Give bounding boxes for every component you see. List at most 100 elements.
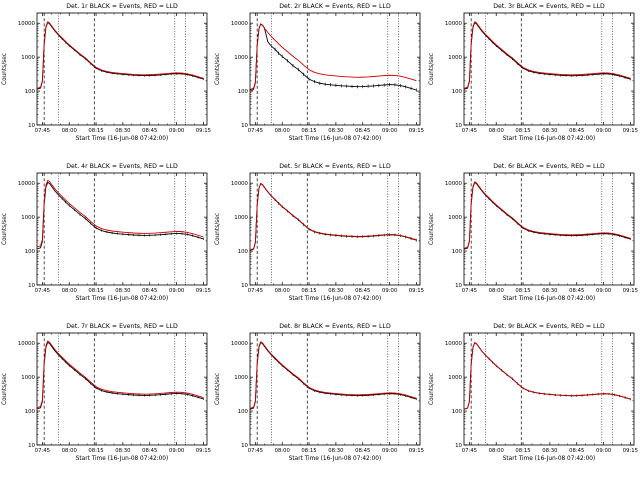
- x-tick-label: 08:45: [142, 128, 157, 134]
- x-tick-label: 08:00: [275, 288, 291, 294]
- x-tick-label: 07:45: [248, 128, 263, 134]
- x-tick-label: 08:45: [355, 128, 370, 134]
- y-tick-label: 10: [455, 123, 462, 129]
- lld-series-line: [250, 341, 417, 409]
- y-tick-label: 1000: [235, 215, 249, 221]
- x-axis-label: Start Time (16-Jun-08 07:42:00): [76, 296, 169, 302]
- y-tick-label: 10000: [18, 21, 36, 27]
- x-tick-label: 07:45: [461, 128, 476, 134]
- plot-det-6: Det. 6r BLACK = Events, RED = LLD 10 100 10…: [427, 160, 640, 320]
- x-axis-label: Start Time (16-Jun-08 07:42:00): [289, 456, 382, 462]
- x-tick-label: 07:45: [248, 448, 263, 454]
- axes-box: [463, 332, 635, 446]
- plot-title: Det. 4r BLACK = Events, RED = LLD: [66, 163, 178, 170]
- events-series-line: [36, 21, 204, 90]
- x-tick-label: 07:45: [461, 288, 476, 294]
- events-series-line: [463, 342, 631, 410]
- events-series-line: [463, 181, 631, 250]
- x-tick-label: 09:15: [409, 128, 424, 134]
- y-tick-label: 100: [238, 89, 249, 95]
- x-tick-label: 07:45: [35, 288, 50, 294]
- lld-series-line: [463, 341, 631, 410]
- chart-svg-det-4: Det. 4r BLACK = Events, RED = LLD 10 100 10…: [2, 163, 211, 302]
- x-tick-label: 08:30: [115, 288, 131, 294]
- y-axis-label: Counts/sec: [215, 53, 221, 85]
- chart-svg-det-2: Det. 2r BLACK = Events, RED = LLD 10 100 10…: [215, 3, 424, 142]
- x-axis-label: Start Time (16-Jun-08 07:42:00): [502, 136, 595, 142]
- chart-svg-det-9: Det. 9r BLACK = Events, RED = LLD 10 100 10…: [429, 323, 638, 462]
- y-axis-label: Counts/sec: [215, 373, 221, 405]
- x-tick-label: 09:00: [382, 128, 398, 134]
- x-tick-label: 08:00: [488, 288, 504, 294]
- events-series-line: [463, 22, 631, 90]
- chart-svg-det-7: Det. 7r BLACK = Events, RED = LLD 10 100 10…: [2, 323, 211, 462]
- axes-box: [36, 12, 208, 126]
- lld-series-line: [250, 23, 417, 92]
- y-tick-label: 1000: [448, 375, 462, 381]
- y-tick-label: 10000: [445, 341, 463, 347]
- x-tick-label: 08:15: [88, 448, 103, 454]
- x-axis-label: Start Time (16-Jun-08 07:42:00): [289, 136, 382, 142]
- axes-box: [463, 172, 635, 286]
- y-tick-label: 1000: [235, 375, 249, 381]
- x-tick-label: 09:15: [622, 128, 637, 134]
- x-axis-label: Start Time (16-Jun-08 07:42:00): [502, 456, 595, 462]
- axes-box: [463, 12, 635, 126]
- y-tick-label: 10000: [445, 21, 463, 27]
- y-tick-label: 10: [455, 443, 462, 449]
- y-tick-label: 10: [241, 443, 248, 449]
- y-axis-label: Counts/sec: [429, 53, 435, 85]
- x-tick-label: 09:15: [622, 288, 637, 294]
- x-tick-label: 08:15: [88, 128, 103, 134]
- x-tick-label: 09:00: [596, 288, 612, 294]
- x-tick-label: 08:00: [275, 448, 291, 454]
- lld-series-line: [250, 182, 417, 251]
- x-tick-label: 08:00: [62, 288, 78, 294]
- axes-box: [249, 172, 421, 286]
- y-tick-label: 10: [241, 283, 248, 289]
- x-tick-label: 08:15: [88, 288, 103, 294]
- x-tick-label: 08:30: [542, 448, 558, 454]
- y-tick-label: 100: [238, 249, 249, 255]
- plot-title: Det. 6r BLACK = Events, RED = LLD: [493, 163, 605, 170]
- y-tick-label: 1000: [448, 55, 462, 61]
- chart-svg-det-8: Det. 8r BLACK = Events, RED = LLD 10 100 10…: [215, 323, 424, 462]
- x-tick-label: 08:45: [569, 128, 584, 134]
- y-tick-label: 10000: [18, 341, 36, 347]
- x-tick-label: 07:45: [461, 448, 476, 454]
- x-tick-label: 08:45: [355, 288, 370, 294]
- y-tick-label: 1000: [21, 55, 35, 61]
- y-tick-label: 100: [25, 89, 36, 95]
- x-tick-label: 09:00: [169, 288, 185, 294]
- y-tick-label: 1000: [235, 55, 249, 61]
- lld-series-line: [463, 21, 631, 89]
- y-tick-label: 10: [28, 443, 35, 449]
- x-tick-label: 08:00: [62, 448, 78, 454]
- x-tick-label: 08:45: [569, 288, 584, 294]
- chart-svg-det-3: Det. 3r BLACK = Events, RED = LLD 10 100 10…: [429, 3, 638, 142]
- x-tick-label: 09:15: [196, 288, 211, 294]
- chart-svg-det-1: Det. 1r BLACK = Events, RED = LLD 10 100 10…: [2, 3, 211, 142]
- plot-det-1: Det. 1r BLACK = Events, RED = LLD 10 100 10…: [0, 0, 213, 160]
- x-tick-label: 09:00: [382, 448, 398, 454]
- y-tick-label: 10000: [445, 181, 463, 187]
- x-tick-label: 09:15: [409, 448, 424, 454]
- axes-box: [36, 332, 208, 446]
- plot-title: Det. 3r BLACK = Events, RED = LLD: [493, 3, 605, 10]
- y-axis-label: Counts/sec: [2, 373, 8, 405]
- y-tick-label: 100: [451, 89, 462, 95]
- events-series-line: [250, 23, 417, 91]
- x-axis-label: Start Time (16-Jun-08 07:42:00): [502, 296, 595, 302]
- plot-det-9: Det. 9r BLACK = Events, RED = LLD 10 100 10…: [427, 320, 640, 480]
- x-tick-label: 08:00: [488, 128, 504, 134]
- y-tick-label: 10000: [231, 181, 249, 187]
- x-tick-label: 08:30: [542, 288, 558, 294]
- events-series-line: [36, 181, 204, 250]
- events-series-line: [36, 341, 204, 410]
- x-axis-label: Start Time (16-Jun-08 07:42:00): [76, 456, 169, 462]
- x-tick-label: 09:00: [169, 448, 185, 454]
- plot-title: Det. 7r BLACK = Events, RED = LLD: [66, 323, 178, 330]
- y-tick-label: 10000: [18, 181, 36, 187]
- y-tick-label: 10: [28, 123, 35, 129]
